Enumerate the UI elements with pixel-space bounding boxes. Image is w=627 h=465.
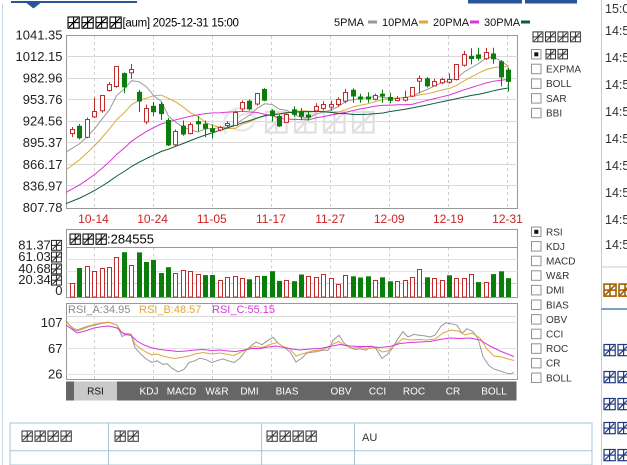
svg-text:14:5: 14:5 xyxy=(605,24,627,38)
svg-text:CR: CR xyxy=(446,387,460,398)
svg-text:10-24: 10-24 xyxy=(137,212,168,226)
svg-text:BOLL: BOLL xyxy=(546,79,572,90)
svg-text:ROC: ROC xyxy=(546,344,568,355)
svg-text:RSI_C:55.15: RSI_C:55.15 xyxy=(212,304,275,316)
svg-text:61.03: 61.03 xyxy=(18,249,51,264)
svg-text:67: 67 xyxy=(48,341,62,356)
svg-text:AU: AU xyxy=(362,432,377,444)
svg-text:RSI_B:48.57: RSI_B:48.57 xyxy=(139,304,201,316)
svg-text:W&R: W&R xyxy=(546,271,569,282)
svg-text:14:5: 14:5 xyxy=(605,51,627,65)
svg-text:CR: CR xyxy=(546,359,560,370)
svg-text:12-19: 12-19 xyxy=(433,212,464,226)
svg-text:RSI_A:34.95: RSI_A:34.95 xyxy=(68,304,130,316)
svg-text:14:5: 14:5 xyxy=(605,186,627,200)
svg-text:14:5: 14:5 xyxy=(605,105,627,119)
svg-text:KDJ: KDJ xyxy=(546,242,565,253)
svg-text:836.97: 836.97 xyxy=(23,178,63,193)
svg-text:14:5: 14:5 xyxy=(605,238,627,252)
svg-text:14:5: 14:5 xyxy=(605,213,627,227)
svg-text:[aum] 2025-12-31 15:00: [aum] 2025-12-31 15:00 xyxy=(123,18,239,30)
svg-text:11-27: 11-27 xyxy=(315,212,345,226)
svg-text:10-14: 10-14 xyxy=(78,212,109,226)
svg-text:20PMA: 20PMA xyxy=(433,17,470,29)
svg-text:30PMA: 30PMA xyxy=(484,17,521,29)
svg-text:11-05: 11-05 xyxy=(197,212,227,226)
svg-text:11-17: 11-17 xyxy=(256,212,286,226)
svg-text:RSI: RSI xyxy=(87,387,104,398)
svg-text:0: 0 xyxy=(55,283,62,298)
svg-text::284555: :284555 xyxy=(107,232,154,247)
svg-text:CCI: CCI xyxy=(546,330,563,341)
svg-text:982.96: 982.96 xyxy=(23,71,63,86)
svg-text:12-31: 12-31 xyxy=(492,212,523,226)
svg-text:866.17: 866.17 xyxy=(23,157,63,172)
svg-text:12-09: 12-09 xyxy=(374,212,405,226)
svg-text:40.68: 40.68 xyxy=(18,261,51,276)
svg-text:81.37: 81.37 xyxy=(18,237,51,252)
svg-text:DMI: DMI xyxy=(240,387,258,398)
svg-text:1041.35: 1041.35 xyxy=(16,27,63,42)
svg-text:CCI: CCI xyxy=(369,387,386,398)
svg-text:10PMA: 10PMA xyxy=(382,17,419,29)
svg-text:BBI: BBI xyxy=(546,109,562,120)
svg-text:BIAS: BIAS xyxy=(546,300,569,311)
svg-text:MACD: MACD xyxy=(167,387,196,398)
svg-text:953.76: 953.76 xyxy=(23,92,63,107)
svg-text:OBV: OBV xyxy=(330,387,351,398)
svg-text:OBV: OBV xyxy=(546,315,567,326)
svg-text:BIAS: BIAS xyxy=(276,387,299,398)
svg-text:SAR: SAR xyxy=(546,94,567,105)
svg-text:107: 107 xyxy=(41,315,63,330)
svg-text:BOLL: BOLL xyxy=(546,373,572,384)
svg-text:895.37: 895.37 xyxy=(23,135,63,150)
svg-text:EXPMA: EXPMA xyxy=(546,65,581,76)
svg-text:W&R: W&R xyxy=(205,387,228,398)
svg-text:1012.15: 1012.15 xyxy=(16,49,63,64)
svg-text:14:5: 14:5 xyxy=(605,159,627,173)
svg-text:15:0: 15:0 xyxy=(605,2,627,16)
svg-text:14:5: 14:5 xyxy=(605,78,627,92)
svg-text:KDJ: KDJ xyxy=(140,387,159,398)
svg-text:RSI: RSI xyxy=(546,227,563,238)
svg-text:14:5: 14:5 xyxy=(605,132,627,146)
svg-text:MACD: MACD xyxy=(546,257,575,268)
svg-text:ROC: ROC xyxy=(403,387,425,398)
svg-text:26: 26 xyxy=(48,366,62,381)
svg-text:924.56: 924.56 xyxy=(23,114,63,129)
svg-text:5PMA: 5PMA xyxy=(334,17,365,29)
svg-text:20.34: 20.34 xyxy=(18,272,51,287)
svg-text:BOLL: BOLL xyxy=(481,387,507,398)
svg-text:807.78: 807.78 xyxy=(23,200,63,215)
svg-text:DMI: DMI xyxy=(546,286,564,297)
